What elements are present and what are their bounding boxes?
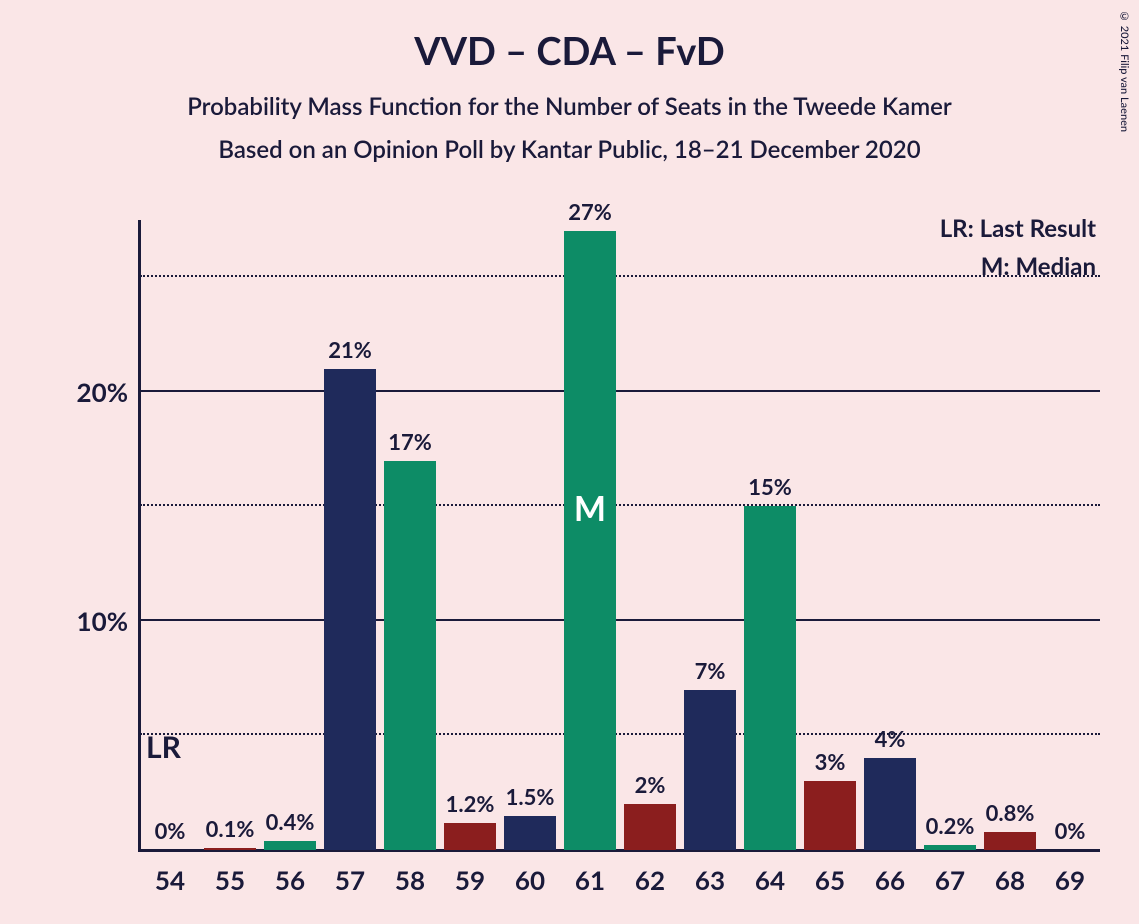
grid-minor xyxy=(140,504,1100,506)
grid-minor xyxy=(140,275,1100,277)
x-tick-label: 67 xyxy=(935,864,965,896)
x-tick-label: 60 xyxy=(515,864,545,896)
x-tick-label: 63 xyxy=(695,864,725,896)
chart-container: © 2021 Filip van Laenen VVD – CDA – FvD … xyxy=(0,0,1139,924)
plot-area: 10%20%0%540.1%550.4%5621%5717%581.2%591.… xyxy=(140,220,1100,850)
x-tick-label: 68 xyxy=(995,864,1025,896)
x-tick-label: 56 xyxy=(275,864,305,896)
legend-median: M: Median xyxy=(981,252,1096,281)
bar-value-label: 15% xyxy=(748,473,792,500)
bar: 1.2% xyxy=(444,823,496,850)
legend-last-result: LR: Last Result xyxy=(940,214,1096,243)
bar: 17% xyxy=(384,461,436,850)
bar: 2% xyxy=(624,804,676,850)
chart-title: VVD – CDA – FvD xyxy=(0,0,1139,74)
x-tick-label: 62 xyxy=(635,864,665,896)
bar-value-label: 0.1% xyxy=(206,815,255,842)
bar-value-label: 21% xyxy=(328,336,372,363)
bar-value-label: 2% xyxy=(635,771,666,798)
grid-major xyxy=(140,619,1100,621)
bar-value-label: 17% xyxy=(388,428,432,455)
bar: 0.2% xyxy=(924,845,976,850)
x-tick-label: 69 xyxy=(1055,864,1085,896)
grid-major xyxy=(140,390,1100,392)
bar: 7% xyxy=(684,690,736,850)
bar: 15% xyxy=(744,506,796,850)
bar: 21% xyxy=(324,369,376,850)
bar-value-label: 0.8% xyxy=(986,799,1035,826)
bar-value-label: 0% xyxy=(155,817,186,844)
last-result-marker: LR xyxy=(146,729,181,765)
chart-subtitle-2: Based on an Opinion Poll by Kantar Publi… xyxy=(0,135,1139,164)
bar: 27% xyxy=(564,231,616,850)
bar: 1.5% xyxy=(504,816,556,850)
x-tick-label: 57 xyxy=(335,864,365,896)
bar: 0.8% xyxy=(984,832,1036,850)
x-tick-label: 59 xyxy=(455,864,485,896)
grid-minor xyxy=(140,733,1100,735)
y-axis xyxy=(138,220,141,850)
bar-value-label: 1.2% xyxy=(446,790,495,817)
bar-value-label: 0% xyxy=(1055,817,1086,844)
y-tick-label: 10% xyxy=(77,605,128,637)
bar-value-label: 1.5% xyxy=(506,783,555,810)
x-tick-label: 54 xyxy=(155,864,185,896)
bar-value-label: 4% xyxy=(875,725,906,752)
x-tick-label: 65 xyxy=(815,864,845,896)
bar-value-label: 3% xyxy=(815,748,846,775)
x-tick-label: 66 xyxy=(875,864,905,896)
bar: 0.1% xyxy=(204,848,256,850)
chart-subtitle-1: Probability Mass Function for the Number… xyxy=(0,92,1139,121)
bar: 4% xyxy=(864,758,916,850)
bar: 3% xyxy=(804,781,856,850)
copyright-text: © 2021 Filip van Laenen xyxy=(1118,10,1131,132)
y-tick-label: 20% xyxy=(77,376,128,408)
x-tick-label: 55 xyxy=(215,864,245,896)
x-tick-label: 64 xyxy=(755,864,785,896)
bar-value-label: 7% xyxy=(695,657,726,684)
bar: 0.4% xyxy=(264,841,316,850)
x-tick-label: 58 xyxy=(395,864,425,896)
median-marker: M xyxy=(574,488,606,529)
bar-value-label: 0.4% xyxy=(266,808,315,835)
x-tick-label: 61 xyxy=(575,864,605,896)
bar-value-label: 0.2% xyxy=(926,812,975,839)
bar-value-label: 27% xyxy=(568,198,612,225)
